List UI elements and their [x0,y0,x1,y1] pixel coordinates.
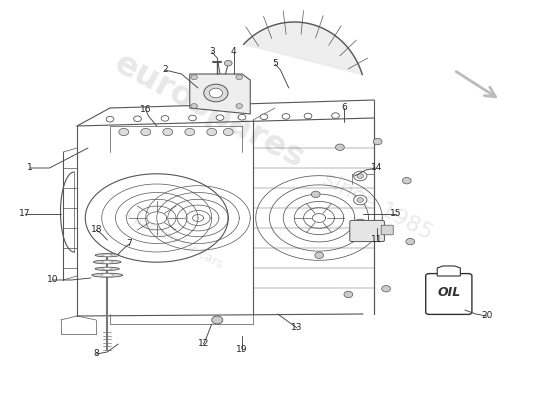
Circle shape [212,316,223,324]
Circle shape [357,198,364,202]
Circle shape [236,104,243,108]
Circle shape [344,291,353,298]
Text: 20: 20 [481,312,492,320]
Circle shape [354,219,367,229]
Text: 15: 15 [390,210,402,218]
Circle shape [223,128,233,136]
FancyBboxPatch shape [350,220,384,242]
Circle shape [304,113,312,119]
Polygon shape [437,266,460,276]
Circle shape [315,252,323,258]
Polygon shape [190,74,250,114]
Ellipse shape [102,261,113,263]
Circle shape [354,195,367,205]
Circle shape [163,128,173,136]
FancyBboxPatch shape [381,225,393,235]
Circle shape [106,116,114,122]
Circle shape [357,222,364,226]
Text: 11: 11 [371,236,382,244]
Text: 18: 18 [91,226,102,234]
Text: 13: 13 [292,324,302,332]
Text: 7: 7 [126,240,132,248]
Text: 12: 12 [198,340,209,348]
Text: 3: 3 [209,48,214,56]
Circle shape [357,174,364,178]
Circle shape [161,116,169,121]
Circle shape [141,128,151,136]
Ellipse shape [101,274,113,277]
Ellipse shape [102,254,112,256]
Circle shape [260,114,268,120]
Circle shape [238,114,246,120]
Ellipse shape [94,260,121,264]
Text: OIL: OIL [437,286,460,300]
Circle shape [189,115,196,121]
Circle shape [282,114,290,119]
Polygon shape [244,22,362,74]
Text: 14: 14 [371,164,382,172]
Text: a passion for cars: a passion for cars [121,208,225,271]
Circle shape [224,60,232,66]
Circle shape [216,115,224,120]
Text: 16: 16 [140,106,151,114]
Circle shape [403,178,411,184]
Circle shape [354,171,367,181]
Circle shape [191,104,197,108]
Text: 2: 2 [162,66,168,74]
Circle shape [119,128,129,136]
Circle shape [336,144,344,150]
Text: 19: 19 [236,346,248,354]
Ellipse shape [102,268,112,270]
Text: 1: 1 [28,164,33,172]
FancyBboxPatch shape [426,274,472,314]
Circle shape [311,191,320,198]
Ellipse shape [95,267,119,270]
Circle shape [134,116,141,122]
Circle shape [191,75,197,80]
Text: 5: 5 [272,60,278,68]
Circle shape [373,138,382,145]
Text: eurospares: eurospares [108,47,310,175]
Circle shape [236,75,243,80]
Circle shape [185,128,195,136]
Circle shape [406,238,415,245]
Circle shape [207,128,217,136]
Circle shape [209,88,222,98]
Ellipse shape [92,273,123,277]
Text: 6: 6 [341,104,346,112]
Circle shape [332,113,339,118]
Circle shape [382,286,390,292]
Text: 17: 17 [19,210,30,218]
Text: since 1985: since 1985 [319,169,436,244]
Text: 10: 10 [47,276,58,284]
Circle shape [204,84,228,102]
Text: 8: 8 [94,350,99,358]
Ellipse shape [95,254,119,257]
Text: 4: 4 [231,48,236,56]
